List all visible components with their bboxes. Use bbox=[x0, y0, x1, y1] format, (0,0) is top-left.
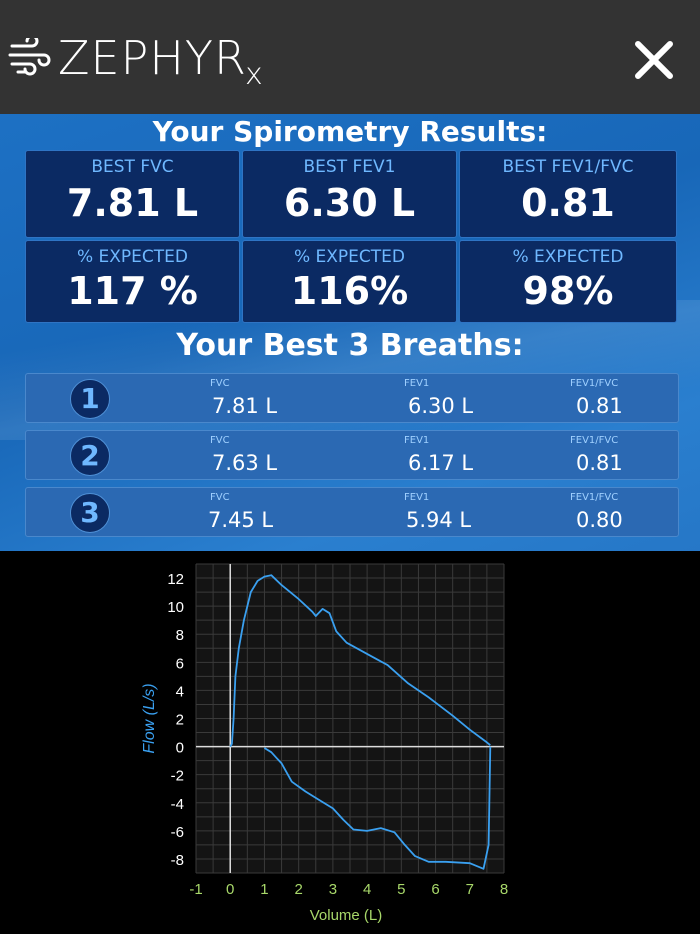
fvc-label: FVC bbox=[210, 378, 230, 389]
x-tick-label: 7 bbox=[466, 881, 474, 898]
breath-row-3[interactable]: 3 FVC 7.45 L FEV1 5.94 L FEV1/FVC 0.80 bbox=[25, 487, 679, 537]
card-value: 0.81 bbox=[521, 181, 615, 225]
fev1-label: FEV1 bbox=[404, 492, 430, 503]
card-value: 117 % bbox=[67, 269, 198, 313]
fev1-value: 6.30 L bbox=[408, 394, 474, 418]
fev1-value: 6.17 L bbox=[408, 451, 474, 475]
logo-subscript: x bbox=[244, 56, 263, 92]
y-tick-label: 12 bbox=[167, 571, 184, 588]
y-tick-label: 2 bbox=[176, 712, 184, 729]
y-tick-label: 8 bbox=[176, 627, 184, 644]
x-tick-label: 4 bbox=[363, 881, 371, 898]
fvc-label: FVC bbox=[210, 492, 230, 503]
fvc-label: FVC bbox=[210, 435, 230, 446]
ratio-value: 0.80 bbox=[576, 508, 623, 532]
y-tick-label: -8 bbox=[171, 852, 184, 869]
breath-number: 2 bbox=[70, 436, 110, 476]
card-label: % EXPECTED bbox=[76, 247, 189, 267]
y-tick-label: -2 bbox=[171, 768, 184, 785]
fev1-label: FEV1 bbox=[404, 435, 430, 446]
ratio-label: FEV1/FVC bbox=[570, 378, 619, 389]
best-ratio-card: BEST FEV1/FVC 0.81 bbox=[459, 150, 677, 238]
y-tick-label: 6 bbox=[176, 655, 184, 672]
close-icon bbox=[635, 41, 673, 79]
x-tick-label: -1 bbox=[189, 881, 202, 898]
card-value: 7.81 L bbox=[66, 181, 199, 225]
ratio-label: FEV1/FVC bbox=[570, 435, 619, 446]
card-value: 116% bbox=[290, 269, 409, 313]
flow-volume-chart: -1 0 1 2 3 4 5 6 7 8 12 10 8 6 4 2 0 -2 -4 -6 -8 Volume (L) Fl… bbox=[0, 551, 700, 934]
series-line-2 bbox=[263, 746, 492, 870]
card-label: BEST FEV1/FVC bbox=[502, 157, 634, 177]
y-axis-label: Flow (L/s) bbox=[141, 683, 158, 753]
y-tick-label: 0 bbox=[176, 740, 184, 757]
x-axis-label: Volume (L) bbox=[310, 907, 383, 924]
fev1-expected-card: % EXPECTED 116% bbox=[242, 240, 457, 323]
x-tick-label: 2 bbox=[294, 881, 302, 898]
y-tick-label: -4 bbox=[171, 796, 184, 813]
card-label: % EXPECTED bbox=[293, 247, 406, 267]
fev1-value: 5.94 L bbox=[406, 508, 472, 532]
best-fvc-card: BEST FVC 7.81 L bbox=[25, 150, 240, 238]
x-tick-label: 5 bbox=[397, 881, 405, 898]
card-value: 6.30 L bbox=[283, 181, 416, 225]
wind-icon bbox=[8, 38, 51, 76]
x-tick-label: 3 bbox=[329, 881, 337, 898]
fvc-value: 7.81 L bbox=[212, 394, 278, 418]
x-tick-label: 1 bbox=[260, 881, 268, 898]
x-tick-label: 8 bbox=[500, 881, 508, 898]
fvc-expected-card: % EXPECTED 117 % bbox=[25, 240, 240, 323]
fev1-label: FEV1 bbox=[404, 378, 430, 389]
x-tick-label: 0 bbox=[226, 881, 234, 898]
fvc-value: 7.45 L bbox=[208, 508, 274, 532]
ratio-expected-card: % EXPECTED 98% bbox=[459, 240, 677, 323]
results-title: Your Spirometry Results: bbox=[152, 115, 548, 148]
x-tick-label: 6 bbox=[431, 881, 439, 898]
series-line-1 bbox=[229, 574, 491, 748]
card-label: % EXPECTED bbox=[512, 247, 624, 267]
breaths-title: Your Best 3 Breaths: bbox=[176, 328, 524, 363]
app-header: ZEPHYR x bbox=[0, 0, 700, 114]
breath-number: 3 bbox=[70, 493, 110, 533]
card-label: BEST FEV1 bbox=[303, 157, 396, 177]
fvc-value: 7.63 L bbox=[212, 451, 278, 475]
ratio-value: 0.81 bbox=[576, 394, 623, 418]
breath-number: 1 bbox=[70, 379, 110, 419]
ratio-label: FEV1/FVC bbox=[570, 492, 619, 503]
y-tick-label: 10 bbox=[167, 599, 184, 616]
card-value: 98% bbox=[522, 269, 614, 313]
app-logo: ZEPHYR x bbox=[8, 30, 263, 92]
card-label: BEST FVC bbox=[91, 157, 174, 177]
breath-row-2[interactable]: 2 FVC 7.63 L FEV1 6.17 L FEV1/FVC 0.81 bbox=[25, 430, 679, 480]
best-fev1-card: BEST FEV1 6.30 L bbox=[242, 150, 457, 238]
y-tick-label: 4 bbox=[176, 683, 184, 700]
logo-text: ZEPHYR bbox=[58, 31, 247, 85]
breath-row-1[interactable]: 1 FVC 7.81 L FEV1 6.30 L FEV1/FVC 0.81 bbox=[25, 373, 679, 423]
close-button[interactable] bbox=[630, 36, 678, 84]
ratio-value: 0.81 bbox=[576, 451, 623, 475]
y-tick-label: -6 bbox=[171, 824, 184, 841]
